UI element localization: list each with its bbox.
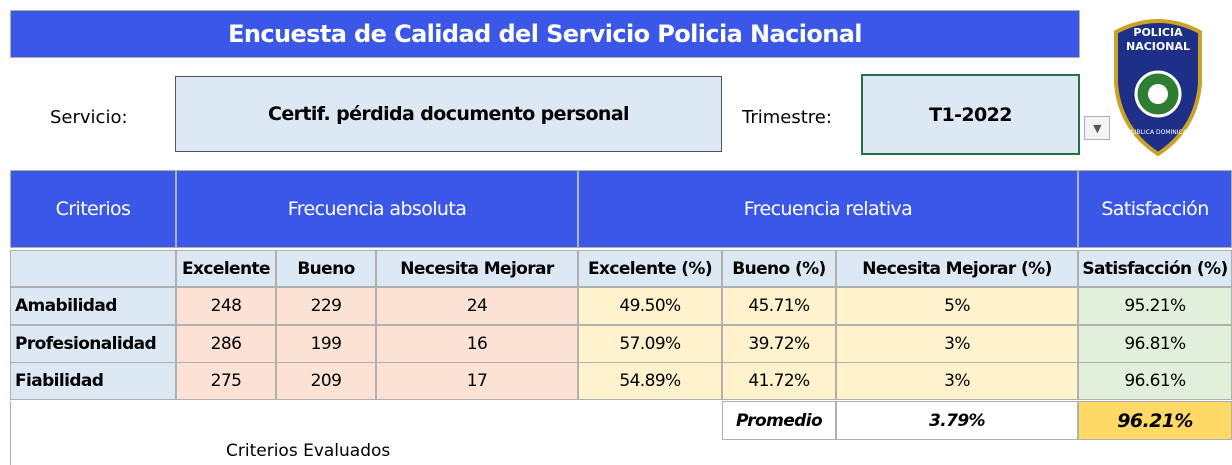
logo-text: POLICIA [1133, 26, 1183, 39]
column-header: Excelente (%) [578, 250, 722, 287]
table-cell: 49.50% [578, 287, 722, 325]
summary-value: 3.79% [836, 401, 1078, 440]
column-header: Excelente [176, 250, 276, 287]
table-cell: 96.81% [1078, 324, 1232, 363]
summary-label: Promedio [722, 401, 836, 440]
summary-satisfaction: 96.21% [1078, 401, 1232, 440]
table-cell: 199 [276, 324, 376, 363]
column-header: Necesita Mejorar (%) [836, 250, 1078, 287]
table-cell: 286 [176, 324, 276, 363]
group-header: Frecuencia relativa [578, 170, 1078, 248]
row-label: Profesionalidad [10, 324, 176, 363]
table-cell: 17 [376, 362, 578, 400]
group-header: Frecuencia absoluta [176, 170, 578, 248]
service-field[interactable]: Certif. pérdida documento personal [175, 76, 722, 152]
table-cell: 39.72% [722, 324, 836, 363]
table-cell: 3% [836, 324, 1078, 363]
table-cell: 229 [276, 287, 376, 325]
table-cell: 24 [376, 287, 578, 325]
dropdown-button[interactable]: ▼ [1084, 116, 1110, 140]
table-cell: 3% [836, 362, 1078, 400]
row-label: Fiabilidad [10, 362, 176, 400]
column-header: Bueno [276, 250, 376, 287]
table-cell: 96.61% [1078, 362, 1232, 400]
header-cell [10, 250, 176, 287]
table-cell: 275 [176, 362, 276, 400]
column-header: Satisfacción (%) [1078, 250, 1232, 287]
service-label: Servicio: [50, 106, 128, 128]
table-cell: 248 [176, 287, 276, 325]
logo: POLICIA NACIONAL REPUBLICA DOMINICANA [1114, 19, 1202, 157]
group-header: Criterios [10, 170, 176, 248]
table-cell: 54.89% [578, 362, 722, 400]
table-cell: 209 [276, 362, 376, 400]
border [10, 401, 11, 465]
logo-text: NACIONAL [1126, 40, 1190, 53]
quarter-label: Trimestre: [742, 106, 832, 128]
column-header: Bueno (%) [722, 250, 836, 287]
group-header: Satisfacción [1078, 170, 1232, 248]
table-cell: 41.72% [722, 362, 836, 400]
logo-text: REPUBLICA DOMINICANA [1121, 129, 1197, 136]
table-cell: 45.71% [722, 287, 836, 325]
quarter-field[interactable]: T1-2022 [861, 74, 1080, 155]
table-cell: 57.09% [578, 324, 722, 363]
caption: Criterios Evaluados [226, 441, 391, 461]
title: Encuesta de Calidad del Servicio Policia… [10, 10, 1080, 58]
row-label: Amabilidad [10, 287, 176, 325]
table-cell: 5% [836, 287, 1078, 325]
table-cell: 95.21% [1078, 287, 1232, 325]
table-cell: 16 [376, 324, 578, 363]
column-header: Necesita Mejorar [376, 250, 578, 287]
